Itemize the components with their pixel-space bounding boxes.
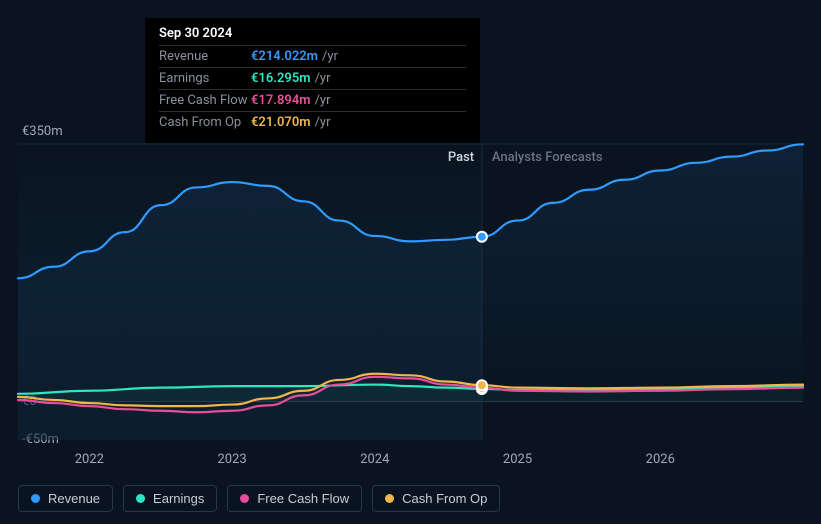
- chart-plot[interactable]: [0, 0, 821, 524]
- financials-chart: Sep 30 2024 Revenue €214.022m /yr Earnin…: [0, 0, 821, 524]
- legend-item-earnings[interactable]: Earnings: [123, 485, 217, 512]
- legend-label: Cash From Op: [402, 491, 487, 506]
- legend: Revenue Earnings Free Cash Flow Cash Fro…: [18, 485, 500, 512]
- legend-label: Revenue: [48, 491, 100, 506]
- legend-dot: [240, 494, 249, 503]
- legend-item-cfo[interactable]: Cash From Op: [372, 485, 500, 512]
- legend-label: Free Cash Flow: [257, 491, 349, 506]
- legend-dot: [31, 494, 40, 503]
- legend-item-revenue[interactable]: Revenue: [18, 485, 113, 512]
- legend-item-fcf[interactable]: Free Cash Flow: [227, 485, 362, 512]
- legend-dot: [385, 494, 394, 503]
- legend-label: Earnings: [153, 491, 204, 506]
- legend-dot: [136, 494, 145, 503]
